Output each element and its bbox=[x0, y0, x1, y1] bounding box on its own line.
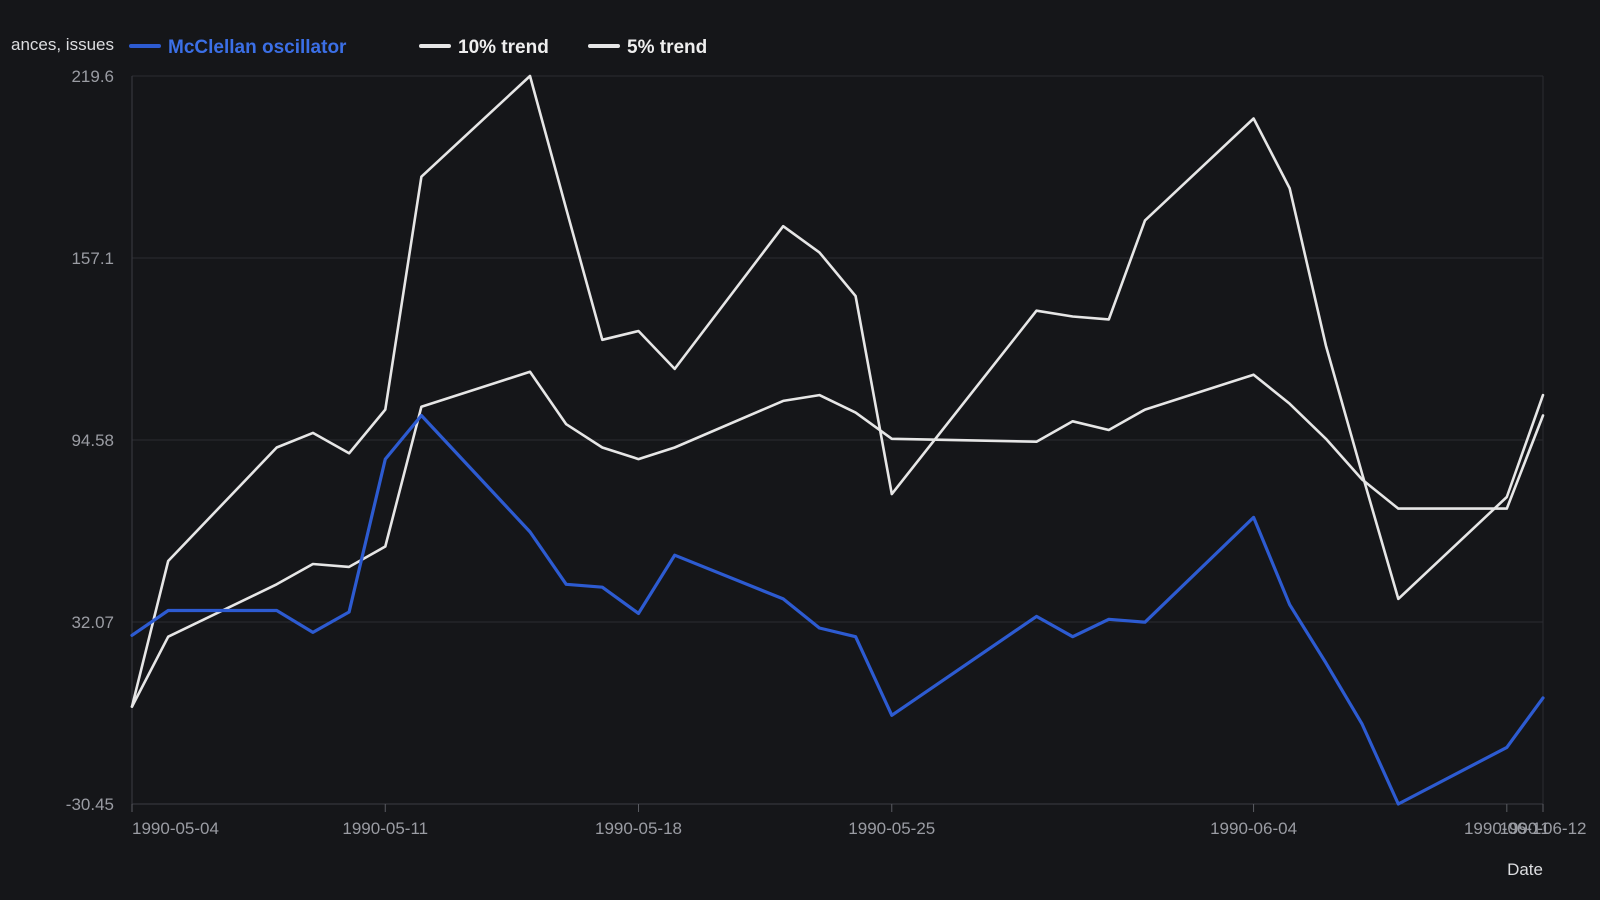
y-tick-label: 32.07 bbox=[71, 613, 114, 632]
plot-frame bbox=[131, 76, 1544, 805]
y-axis-title-overflow: ances, issues bbox=[11, 35, 114, 54]
y-tick-label: 94.58 bbox=[71, 431, 114, 450]
x-tick-label: 1990-05-25 bbox=[848, 819, 935, 838]
x-tick-label: 1990-06-11 bbox=[1464, 819, 1550, 838]
y-tick-label: 157.1 bbox=[71, 249, 114, 268]
y-tick-label: -30.45 bbox=[66, 795, 114, 814]
legend-entry: McClellan oscillator bbox=[168, 37, 347, 58]
legend: ances, issues McClellan oscillator 10% tr… bbox=[11, 35, 707, 58]
x-tick-label: 1990-05-11 bbox=[342, 819, 428, 838]
x-axis-title: Date bbox=[1507, 860, 1543, 879]
series-line-mcclellan-oscillator bbox=[130, 413, 1545, 806]
series-line-5-trend bbox=[130, 74, 1545, 708]
series-layer bbox=[130, 74, 1545, 806]
series-line-10-trend bbox=[130, 370, 1545, 708]
x-axis: 1990-05-04 1990-05-11 1990-05-18 1990-05-25… bbox=[131, 804, 1587, 838]
x-tick-label: 1990-06-04 bbox=[1210, 819, 1297, 838]
grid-lines bbox=[132, 75, 1543, 805]
legend-entry: 5% trend bbox=[627, 37, 707, 58]
y-axis: 219.6 157.1 94.58 32.07 -30.45 bbox=[66, 67, 114, 814]
x-tick-label: 1990-05-04 bbox=[132, 819, 219, 838]
y-tick-label: 219.6 bbox=[71, 67, 114, 86]
x-tick-label: 1990-06-12 bbox=[1500, 819, 1587, 838]
x-tick-label: 1990-05-18 bbox=[595, 819, 682, 838]
legend-entry: 10% trend bbox=[458, 37, 549, 58]
